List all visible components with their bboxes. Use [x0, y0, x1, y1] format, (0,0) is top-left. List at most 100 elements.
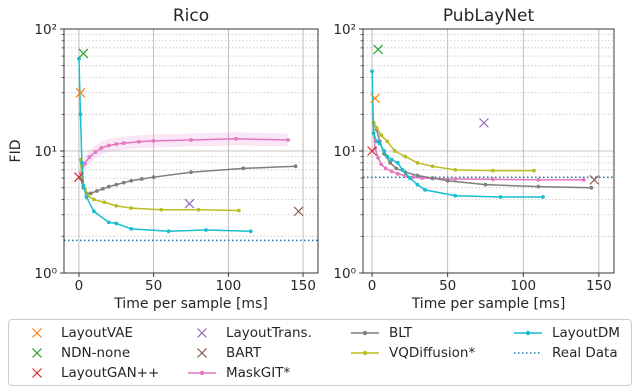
rico-maskgit-point — [87, 155, 92, 160]
publaynet-layoutdm-point — [395, 160, 400, 165]
legend-label: LayoutVAE — [61, 325, 134, 341]
rico-ndn-none-marker — [78, 48, 89, 59]
publaynet-layoutdm-point — [415, 182, 420, 187]
rico-layoutdm-point — [78, 112, 83, 117]
rico-blt-point — [100, 186, 105, 191]
publaynet-maskgit-point — [383, 166, 388, 171]
rico-blt-point — [189, 170, 193, 175]
publaynet-layoutdm-point — [370, 69, 374, 74]
publaynet-layoutdm-point — [382, 149, 387, 153]
publaynet-layoutvae-marker — [370, 93, 381, 104]
rico-x-tick-label: 100 — [215, 278, 241, 294]
publaynet-blt-point — [394, 166, 399, 171]
rico-vqdiffusion-point — [129, 206, 134, 211]
legend-item-maskgit: MaskGIT* — [186, 363, 290, 383]
rico-layoutdm-point — [81, 183, 86, 188]
publaynet-blt-point — [483, 182, 488, 187]
legend-item-layoutvae: LayoutVAE — [21, 323, 133, 343]
publaynet-vqdiffusion-point — [392, 149, 397, 153]
publaynet-layoutdm-point — [407, 176, 412, 180]
publaynet-bart-marker — [589, 174, 600, 185]
legend-item-layouttrans: LayoutTrans. — [186, 323, 312, 343]
legend-item-vqdiffusion: VQDiffusion* — [349, 343, 475, 363]
publaynet-vqdiffusion-point — [430, 164, 435, 169]
publaynet-vqdiffusion-point — [374, 125, 379, 130]
legend-swatch-layouttrans — [197, 328, 207, 338]
rico-layoutdm-point — [166, 229, 171, 234]
rico-layoutdm-line — [78, 58, 251, 232]
rico-maskgit-point — [114, 142, 119, 146]
legend-swatch-layoutgan — [32, 368, 42, 378]
rico-layoutdm-point — [80, 160, 84, 165]
legend-swatch-layoutvae — [32, 328, 42, 338]
publaynet-layouttrans-marker — [479, 117, 489, 128]
rico-blt-point — [114, 182, 119, 187]
rico-maskgit-point — [286, 138, 291, 142]
rico-bart-marker — [293, 206, 304, 217]
legend-swatch-ndn-none — [32, 348, 42, 358]
legend-label: NDN-none — [61, 345, 131, 361]
rico-maskgit-point — [106, 143, 111, 148]
publaynet-maskgit-point — [536, 177, 541, 182]
rico-x-tick-label: 150 — [290, 278, 316, 294]
rico-vqdiffusion-point — [159, 207, 164, 212]
legend-item-bart: BART — [186, 343, 261, 363]
rico-layoutdm-point — [129, 226, 134, 231]
publaynet-y-tick-label: 10⁰ — [333, 266, 356, 282]
rico-layoutdm-point — [106, 220, 111, 225]
legend-label: MaskGIT* — [226, 365, 291, 381]
rico-layouttrans-marker — [184, 198, 195, 209]
rico-maskgit-point — [93, 150, 98, 154]
rico-maskgit-band — [80, 132, 289, 180]
rico-layoutdm-point — [84, 195, 89, 199]
rico-blt-point — [293, 164, 298, 169]
rico-blt-point — [129, 178, 134, 183]
publaynet-maskgit-point — [395, 171, 400, 176]
publaynet-layoutgan-marker — [367, 146, 377, 156]
publaynet-vqdiffusion-point — [403, 154, 408, 159]
rico-blt-point — [88, 191, 93, 196]
rico-maskgit-point — [233, 136, 238, 141]
rico-layoutdm-point — [91, 209, 96, 214]
rico-maskgit-point — [121, 141, 126, 146]
publaynet-maskgit-point — [491, 177, 495, 182]
panel-rico: 0 50 100 150 10⁰ 10¹ 10² Rico Time per sample [m… — [8, 6, 319, 312]
rico-y-tick-label: 10² — [34, 22, 57, 38]
publaynet-ndn-none-marker — [373, 44, 384, 55]
legend-item-layoutgan: LayoutGAN++ — [21, 363, 159, 383]
rico-vqdiffusion-point — [196, 207, 201, 212]
legend: LayoutVAE NDN-none LayoutGAN++ LayoutTrans.… — [8, 319, 632, 386]
publaynet-layoutdm-point — [377, 141, 382, 146]
publaynet-blt-point — [536, 184, 541, 189]
publaynet-layoutdm-point — [389, 157, 394, 162]
publaynet-vqdiffusion-point — [385, 139, 390, 144]
legend-swatch-layoutdm — [514, 330, 542, 336]
publaynet-layoutdm-point — [371, 131, 376, 136]
publaynet-layoutdm-point — [453, 193, 458, 198]
publaynet-layoutdm-point — [541, 195, 545, 199]
legend-label: Real Data — [552, 345, 618, 361]
publaynet-blt-point — [388, 160, 393, 165]
rico-layoutdm-point — [204, 228, 208, 232]
rico-blt-point — [151, 175, 156, 180]
publaynet-x-tick-label: 0 — [368, 278, 377, 294]
rico-vqdiffusion-point — [236, 208, 241, 213]
legend-item-ndn-none: NDN-none — [21, 343, 130, 363]
rico-layoutgan-marker — [74, 172, 84, 183]
rico-blt-point — [121, 180, 126, 185]
publaynet-chart-title: PubLayNet — [443, 6, 535, 26]
legend-swatch-blt — [351, 330, 379, 336]
rico-x-tick-label: 50 — [145, 278, 162, 294]
publaynet-x-tick-label: 150 — [586, 278, 612, 294]
rico-x-axis-label: Time per sample [ms] — [113, 296, 268, 312]
publaynet-vqdiffusion-point — [415, 160, 420, 165]
publaynet-vqdiffusion-point — [379, 133, 384, 137]
rico-maskgit-point — [83, 161, 87, 166]
legend-swatch-maskgit — [188, 370, 216, 376]
publaynet-layoutdm-point — [385, 154, 390, 159]
legend-item-real-data: Real Data — [512, 343, 618, 363]
publaynet-blt-point — [415, 173, 420, 178]
legend-label: BLT — [389, 325, 413, 341]
rico-vqdiffusion-point — [102, 200, 107, 205]
